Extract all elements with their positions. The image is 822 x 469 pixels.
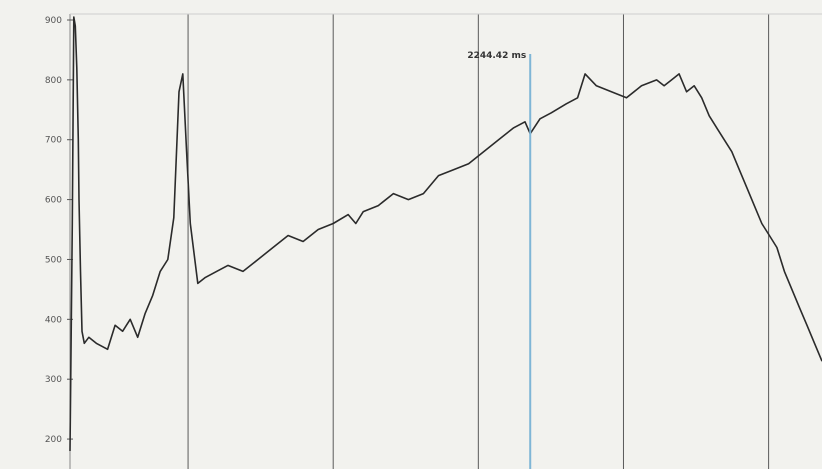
time-cursor-label: 2244.42 ms [467, 51, 526, 61]
ytick-label-900: 900 [45, 16, 62, 26]
ytick-label-400: 400 [45, 315, 62, 325]
ytick-label-600: 600 [45, 196, 62, 206]
series-layer [69, 16, 822, 452]
series-line [69, 16, 822, 452]
y-axis-ticks: 900 800 700 600 500 400 300 200 [45, 16, 73, 445]
vertical-gridlines [187, 14, 770, 469]
ytick-label-500: 500 [45, 255, 62, 265]
ytick-label-200: 200 [45, 435, 62, 445]
ytick-label-300: 300 [45, 375, 62, 385]
ytick-label-700: 700 [45, 136, 62, 146]
ytick-label-800: 800 [45, 76, 62, 86]
